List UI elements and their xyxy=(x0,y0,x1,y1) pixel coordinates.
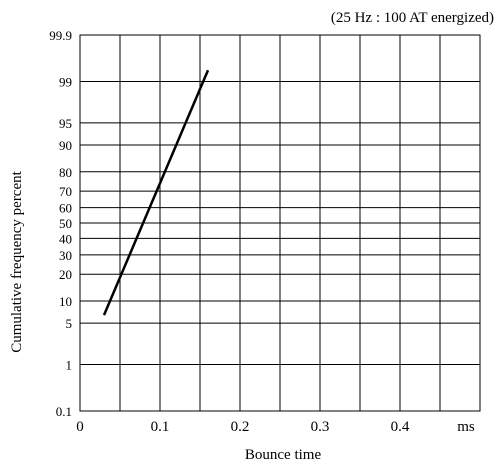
x-axis-label: Bounce time xyxy=(245,447,322,463)
y-tick-label: 95 xyxy=(59,116,72,131)
plot-frame xyxy=(79,34,481,412)
y-tick-label: 40 xyxy=(59,231,72,246)
x-tick-label: 0.2 xyxy=(231,419,250,435)
y-tick-label: 70 xyxy=(59,184,72,199)
y-tick-label: 99 xyxy=(59,74,72,89)
x-tick-label: 0.4 xyxy=(391,419,410,435)
x-tick-label: 0.3 xyxy=(311,419,330,435)
y-tick-label: 30 xyxy=(59,248,72,263)
y-tick-label: 99.9 xyxy=(49,28,72,43)
y-tick-label: 1 xyxy=(66,358,73,373)
y-tick-label: 10 xyxy=(59,294,72,309)
grid xyxy=(80,35,480,411)
x-tick-label: 0 xyxy=(76,419,84,435)
x-tick-labels: 0 0.1 0.2 0.3 0.4 xyxy=(76,419,410,435)
series-line xyxy=(102,69,210,316)
y-tick-label: 50 xyxy=(59,216,72,231)
chart-annotation: (25 Hz : 100 AT energized) xyxy=(331,10,494,26)
x-unit-label: ms xyxy=(457,419,475,435)
y-tick-label: 0.1 xyxy=(56,404,72,419)
y-tick-label: 80 xyxy=(59,165,72,180)
series-layer xyxy=(102,69,210,316)
y-axis-label: Cumulative frequency percent xyxy=(9,170,25,352)
y-tick-label: 60 xyxy=(59,201,72,216)
y-tick-label: 90 xyxy=(59,138,72,153)
x-tick-label: 0.1 xyxy=(151,419,170,435)
y-tick-label: 20 xyxy=(59,267,72,282)
y-tick-label: 5 xyxy=(66,316,73,331)
